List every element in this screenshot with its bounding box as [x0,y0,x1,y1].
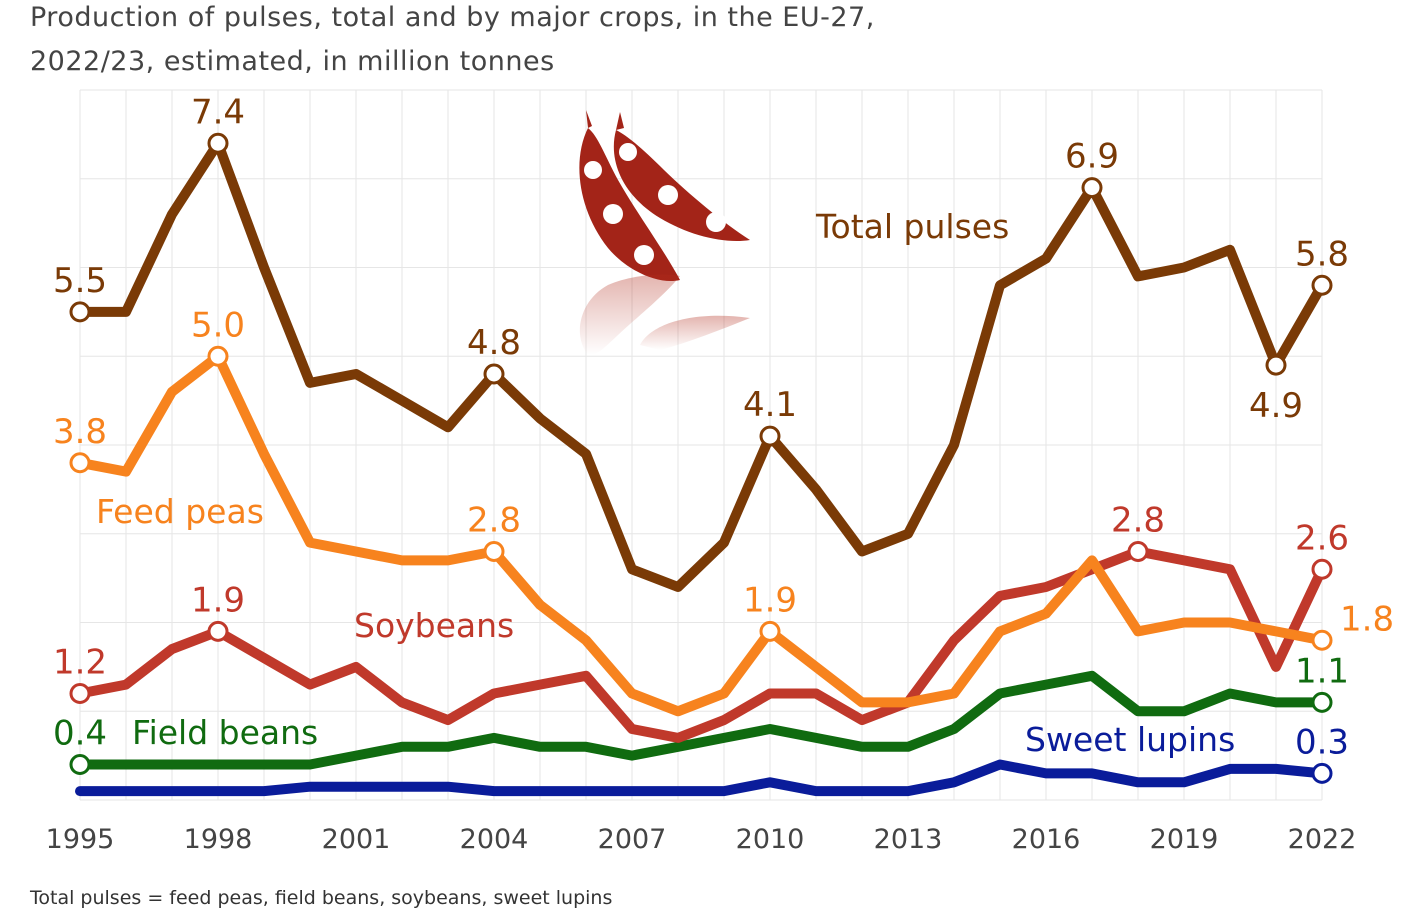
data-point-total-pulses [483,363,505,385]
data-label-total-pulses: 6.9 [1065,137,1119,177]
data-point-feed-peas [759,620,781,642]
grid [79,89,1323,801]
x-axis-ticks: 1995 1998 2001 2004 2007 2010 2013 2016 2019 2022 [46,824,1357,855]
x-tick-label: 2019 [1150,824,1219,855]
data-point-soybeans [1311,558,1333,580]
series-name-total-pulses: Total pulses [815,207,1009,246]
series-name-soybeans: Soybeans [354,606,514,645]
data-point-feed-peas [207,345,229,367]
data-point-total-pulses [69,301,91,323]
series-name-sweet-lupins: Sweet lupins [1025,720,1235,759]
data-label-soybeans: 2.8 [1111,501,1165,541]
data-point-feed-peas [69,452,91,474]
data-label-soybeans: 2.6 [1295,518,1349,558]
data-label-feed-peas: 5.0 [191,305,245,345]
data-point-feed-peas [1311,629,1333,651]
data-point-total-pulses [207,132,229,154]
data-point-soybeans [69,683,91,704]
data-label-feed-peas: 1.9 [743,580,797,620]
data-point-field-beans [1311,691,1333,713]
data-point-field-beans [69,754,91,775]
x-tick-label: 2007 [598,824,667,855]
data-label-total-pulses: 4.8 [467,323,521,363]
x-tick-label: 2004 [460,824,529,855]
data-point-total-pulses [1311,274,1333,296]
data-label-total-pulses: 4.1 [743,385,797,425]
x-tick-label: 2010 [736,824,805,855]
series-line-sweet-lupins [75,759,1327,797]
data-label-feed-peas: 3.8 [53,412,107,452]
data-label-total-pulses: 5.8 [1295,234,1349,274]
data-point-soybeans [1127,541,1149,562]
x-tick-label: 2013 [874,824,943,855]
data-label-feed-peas: 1.8 [1340,599,1394,639]
series-markers [69,132,1333,784]
series-name-feed-peas: Feed peas [96,492,264,531]
line-chart: 5.5 7.4 4.8 4.1 6.9 4.9 5.8 3.8 5.0 2.8 1.9 1.8 1.2 1… [46,89,1394,855]
x-tick-label: 1995 [46,824,115,855]
data-label-field-beans: 0.4 [53,714,107,754]
series-names: Total pulses Feed peas Soybeans Field beans… [96,207,1235,759]
data-point-total-pulses [1265,354,1287,376]
data-label-total-pulses: 7.4 [191,92,245,132]
series-line-total-pulses [75,138,1327,592]
data-labels: 5.5 7.4 4.8 4.1 6.9 4.9 5.8 3.8 5.0 2.8 1.9 1.8 1.2 1… [53,92,1394,762]
data-point-soybeans [207,620,229,642]
data-label-total-pulses: 5.5 [53,261,107,301]
data-label-feed-peas: 2.8 [467,501,521,541]
chart-title-line-2: 2022/23, estimated, in million tonnes [30,46,555,77]
data-label-total-pulses: 4.9 [1249,386,1303,426]
series-line-field-beans [75,670,1327,770]
series-line-soybeans [75,546,1327,743]
data-point-total-pulses [1081,177,1103,199]
pea-pod-icon [579,110,750,355]
x-tick-label: 1998 [184,824,253,855]
data-point-total-pulses [759,425,781,447]
data-point-feed-peas [483,541,505,562]
series-name-field-beans: Field beans [132,713,318,752]
x-tick-label: 2016 [1012,824,1081,855]
series-line-feed-peas [75,351,1327,717]
data-label-soybeans: 1.2 [53,643,107,683]
data-point-sweet-lupins [1311,762,1333,784]
data-label-sweet-lupins: 0.3 [1295,722,1349,762]
x-tick-label: 2022 [1288,824,1357,855]
chart-title-line-1: Production of pulses, total and by major… [30,2,875,33]
data-label-soybeans: 1.9 [191,580,245,620]
x-tick-label: 2001 [322,824,391,855]
data-label-field-beans: 1.1 [1295,651,1349,691]
series-lines [75,138,1327,797]
footnote: Total pulses = feed peas, field beans, s… [30,887,613,909]
